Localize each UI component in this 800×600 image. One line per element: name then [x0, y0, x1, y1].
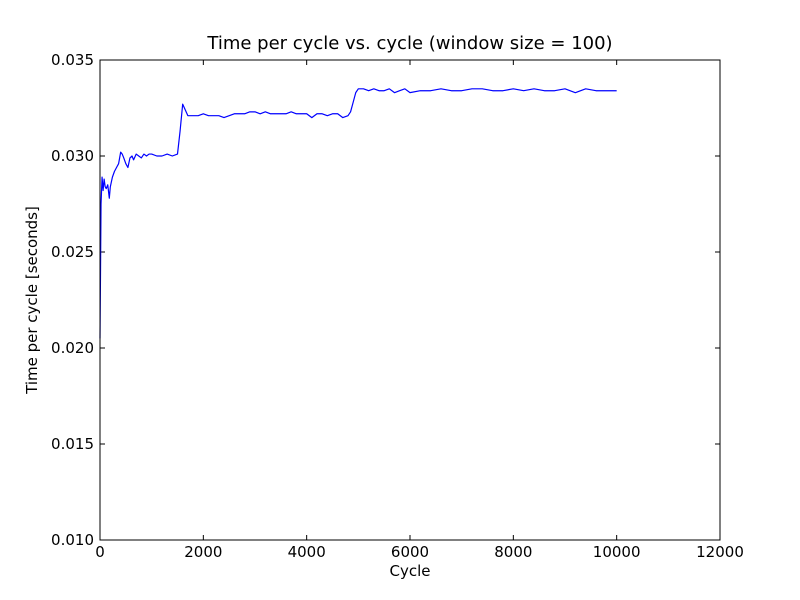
- y-tick-label: 0.030: [51, 147, 94, 165]
- series-layer: [99, 88, 617, 339]
- y-tick-label: 0.025: [51, 243, 94, 261]
- y-axis-label: Time per cycle [seconds]: [23, 206, 41, 395]
- axes-frame: [99, 59, 721, 541]
- x-tick-label: 8000: [494, 543, 532, 561]
- series-line-0: [99, 88, 617, 339]
- y-tick-label: 0.010: [51, 531, 94, 549]
- y-tick-label: 0.035: [51, 51, 94, 69]
- x-tick-label: 12000: [696, 543, 744, 561]
- y-tick-label: 0.020: [51, 339, 94, 357]
- x-tick-label: 0: [95, 543, 105, 561]
- chart-title: Time per cycle vs. cycle (window size = …: [206, 33, 612, 54]
- y-tick-label: 0.015: [51, 435, 94, 453]
- x-tick-label: 4000: [288, 543, 326, 561]
- tick-labels-layer: 0 2000 4000 6000 8000 10000 12000 0.010 0.015 0.0…: [51, 51, 744, 561]
- x-axis-label: Cycle: [390, 562, 431, 580]
- x-tick-label: 10000: [593, 543, 641, 561]
- x-tick-label: 6000: [391, 543, 429, 561]
- x-tick-label: 2000: [184, 543, 222, 561]
